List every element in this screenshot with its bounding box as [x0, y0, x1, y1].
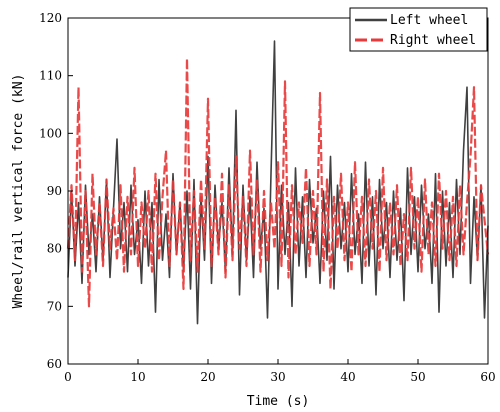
x-tick-label: 30 — [270, 370, 285, 384]
legend-box — [349, 7, 488, 52]
x-tick-label: 20 — [200, 370, 215, 384]
x-tick-label: 10 — [130, 370, 145, 384]
y-tick-label: 120 — [39, 11, 62, 25]
y-tick-label: 70 — [47, 299, 62, 313]
legend-label-right-wheel: Right wheel — [390, 33, 476, 48]
x-tick-label: 40 — [340, 370, 355, 384]
series-layer — [66, 40, 490, 325]
y-tick-label: 90 — [47, 184, 62, 198]
series-line-left-wheel — [67, 40, 489, 325]
x-axis-title: Time (s) — [247, 394, 310, 409]
y-tick-label: 60 — [47, 357, 62, 371]
x-tick-label: 0 — [64, 370, 72, 384]
y-axis-ticks: 60 70 80 90 100 110 120 — [39, 11, 73, 371]
series-line-right-wheel — [66, 57, 490, 308]
x-tick-label: 60 — [480, 370, 495, 384]
y-axis-title: Wheel/rail vertical force (kN) — [11, 74, 26, 309]
y-tick-label: 80 — [47, 242, 62, 256]
y-tick-label: 110 — [39, 69, 62, 83]
y-tick-label: 100 — [39, 126, 62, 140]
legend-label-left-wheel: Left wheel — [390, 13, 468, 28]
x-axis-ticks: 0 10 20 30 40 50 60 — [64, 359, 496, 384]
x-tick-label: 50 — [410, 370, 425, 384]
legend: Left wheel Right wheel — [349, 7, 488, 52]
